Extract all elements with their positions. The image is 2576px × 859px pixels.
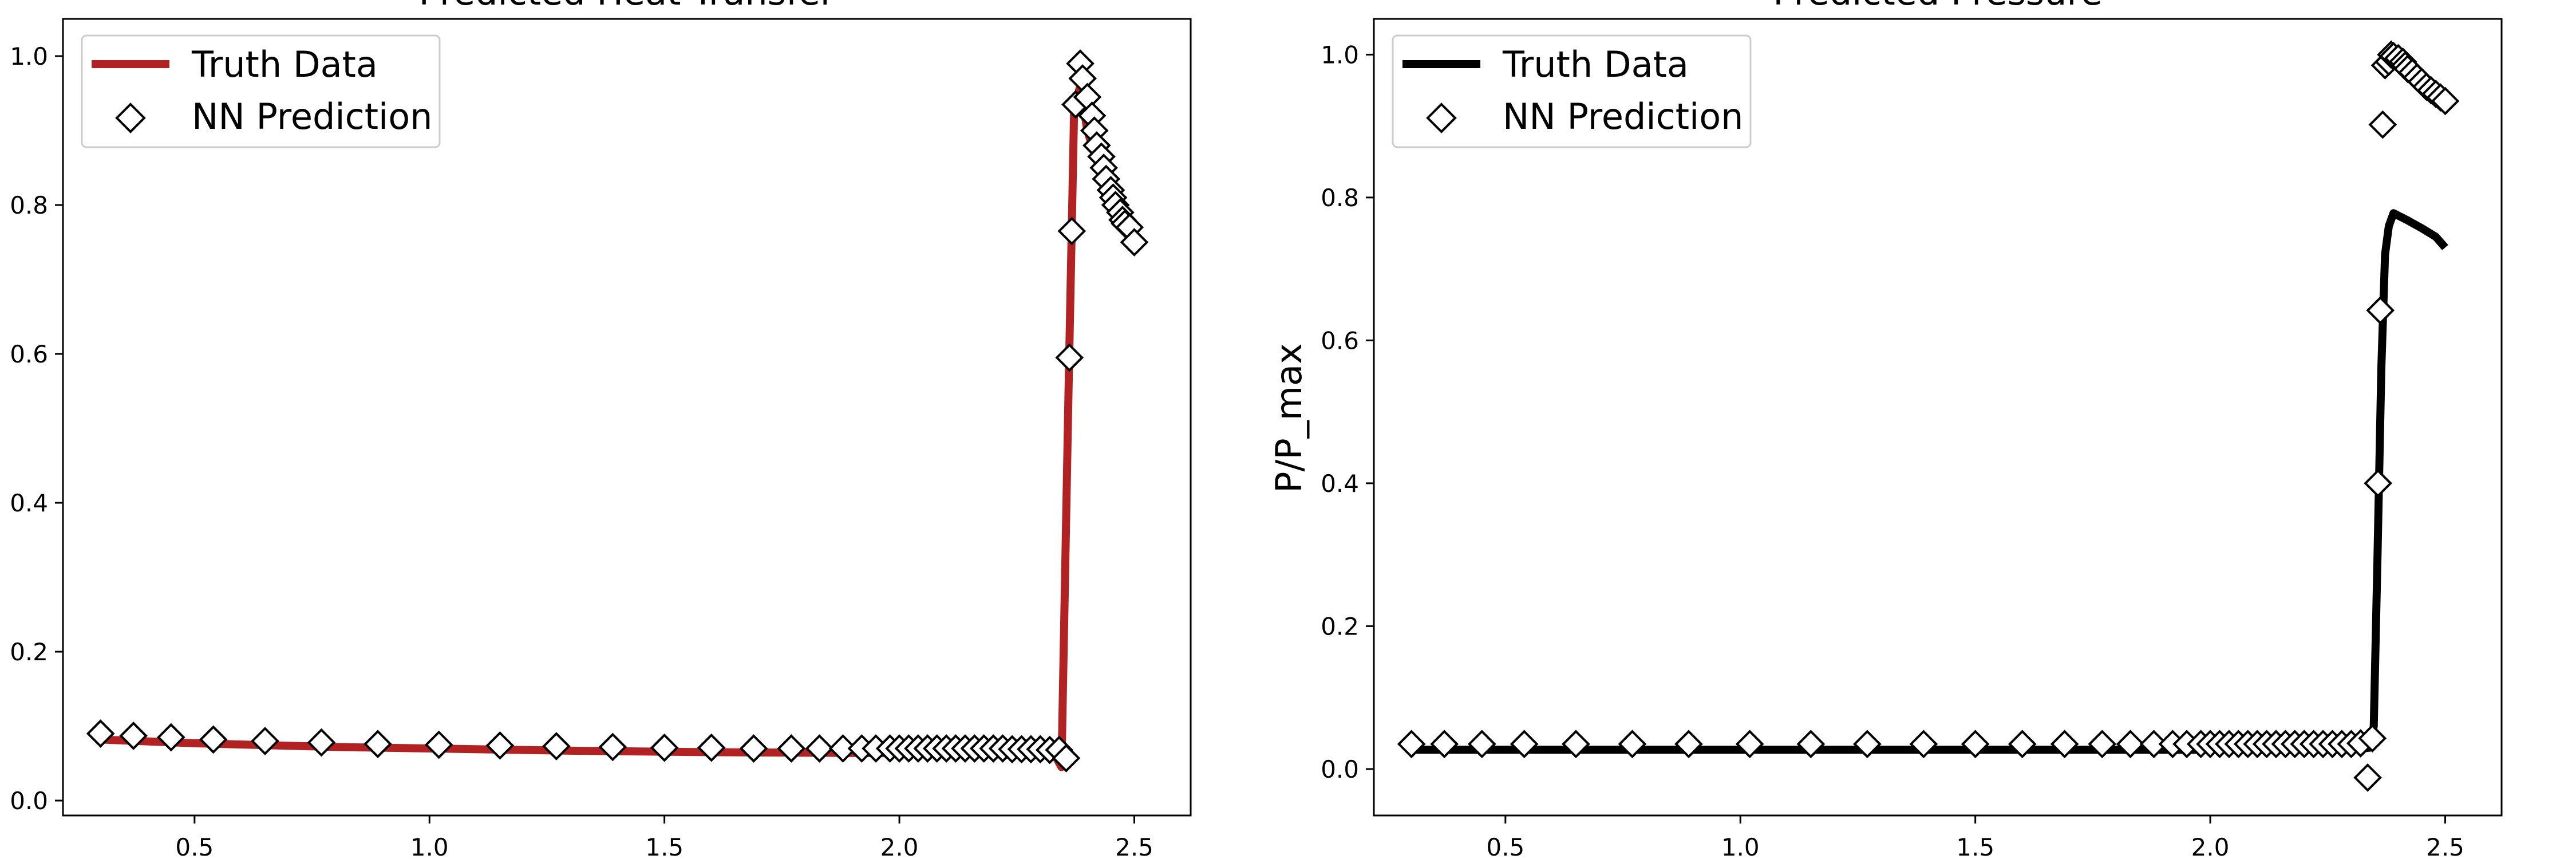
nn-prediction-marker xyxy=(650,733,679,762)
axis-ticks: 0.5 1.0 1.5 2.0 2.5 0.0 0.2 0.4 0.6 0.8 1.0 xyxy=(1321,41,2464,859)
nn-prediction-marker xyxy=(1467,730,1496,759)
truth-data-line xyxy=(1411,209,2448,754)
chart-title: Predicted Pressure xyxy=(1773,0,2103,13)
nn-prediction-marker xyxy=(1674,730,1703,759)
nn-prediction-marker xyxy=(485,731,515,760)
nn-prediction-marker xyxy=(1735,730,1764,759)
nn-prediction-marker xyxy=(1562,730,1590,759)
nn-prediction-marker xyxy=(364,730,392,759)
x-tick-label: 1.5 xyxy=(1956,833,1994,859)
nn-prediction-marker xyxy=(251,727,279,755)
plot-frame xyxy=(62,18,1192,817)
x-tick-label: 2.0 xyxy=(880,833,919,859)
legend-label-prediction: NN Prediction xyxy=(192,96,432,137)
nn-prediction-marker xyxy=(1052,744,1081,773)
nn-prediction-marker xyxy=(2008,730,2037,759)
nn-prediction-marker xyxy=(1510,730,1539,759)
y-tick-label: 0.2 xyxy=(10,638,48,666)
nn-prediction-marker xyxy=(2368,110,2397,139)
y-tick-label: 0.6 xyxy=(1321,326,1359,354)
nn-prediction-marker xyxy=(307,728,336,757)
y-tick-label: 1.0 xyxy=(1321,41,1359,69)
x-tick-label: 1.0 xyxy=(1721,833,1760,859)
y-tick-label: 0.8 xyxy=(10,191,48,219)
x-tick-label: 0.5 xyxy=(1486,833,1524,859)
heat-transfer-chart: Predicted Heat Transfer 0.51.01.52.02.50… xyxy=(10,0,1192,859)
plot-data xyxy=(1397,40,2460,792)
legend-label-truth: Truth Data xyxy=(1502,44,1689,85)
nn-prediction-marker xyxy=(828,734,858,763)
legend: Truth Data NN Prediction xyxy=(81,34,441,148)
nn-prediction-marker xyxy=(2353,763,2382,792)
nn-prediction-marker xyxy=(1120,228,1149,257)
y-tick-label: 0.0 xyxy=(1321,755,1359,783)
nn-prediction-marker xyxy=(2366,296,2395,325)
y-tick-label: 0.6 xyxy=(10,340,48,368)
x-tick-label: 2.0 xyxy=(2191,833,2230,859)
y-tick-label: 0.0 xyxy=(10,787,48,815)
nn-prediction-marker xyxy=(1909,730,1938,759)
y-tick-label: 0.4 xyxy=(10,489,48,517)
y-tick-label: 0.8 xyxy=(1321,184,1359,212)
chart-title: Predicted Heat Transfer xyxy=(419,0,835,13)
legend: Truth Data NN Prediction xyxy=(1392,34,1752,148)
nn-prediction-marker xyxy=(156,723,185,752)
pressure-chart: Predicted Pressure P/P_max 0.5 1.0 1.5 2.0 2… xyxy=(1268,0,2503,859)
truth-data-line xyxy=(100,82,1138,771)
nn-prediction-marker xyxy=(777,734,806,763)
legend-box xyxy=(1392,34,1752,148)
nn-prediction-marker xyxy=(1961,730,1990,759)
axis-ticks: 0.5 1.0 1.5 2.0 2.5 0.0 0.2 0.4 0.6 0.8 1.0 xyxy=(10,42,1153,859)
nn-prediction-marker xyxy=(2364,469,2392,498)
nn-prediction-marker xyxy=(542,732,571,761)
y-tick-label: 1.0 xyxy=(10,42,48,70)
nn-prediction-marker xyxy=(86,719,115,748)
plot-frame xyxy=(1373,18,2503,817)
plot-data xyxy=(86,49,1149,773)
nn-prediction-marker xyxy=(697,733,726,762)
y-tick-label: 0.4 xyxy=(1321,470,1359,498)
nn-prediction-marker xyxy=(598,732,627,762)
legend-diamond-marker-icon xyxy=(115,103,146,133)
legend-label-prediction: NN Prediction xyxy=(1503,96,1743,137)
nn-prediction-marker xyxy=(2050,730,2079,759)
nn-prediction-marker xyxy=(424,730,453,759)
nn-prediction-marker xyxy=(2088,730,2117,759)
x-tick-label: 2.5 xyxy=(2426,833,2464,859)
x-tick-label: 0.5 xyxy=(175,833,214,859)
nn-prediction-marker xyxy=(2139,730,2168,759)
nn-prediction-marker xyxy=(1397,730,1426,759)
legend-diamond-marker-icon xyxy=(1426,103,1457,133)
x-tick-label: 1.0 xyxy=(410,833,449,859)
x-tick-label: 2.5 xyxy=(1115,833,1153,859)
legend-box xyxy=(81,34,441,148)
nn-prediction-marker xyxy=(119,722,148,750)
nn-prediction-marker xyxy=(805,734,834,763)
nn-prediction-marker xyxy=(2358,724,2387,753)
nn-prediction-marker xyxy=(739,734,768,763)
y-axis-label: P/P_max xyxy=(1268,343,1310,493)
nn-prediction-marker xyxy=(1853,730,1882,759)
legend-label-truth: Truth Data xyxy=(191,44,378,85)
nn-prediction-marker xyxy=(1796,730,1826,759)
nn-prediction-marker xyxy=(2431,86,2460,116)
x-tick-label: 1.5 xyxy=(645,833,683,859)
nn-prediction-marker xyxy=(199,725,228,754)
nn-prediction-marker xyxy=(2116,730,2145,759)
nn-prediction-marker xyxy=(1055,343,1084,372)
nn-prediction-marker xyxy=(1430,730,1459,759)
y-tick-label: 0.2 xyxy=(1321,612,1359,640)
nn-prediction-marker xyxy=(1618,730,1647,759)
nn-prediction-marker xyxy=(1057,216,1086,246)
